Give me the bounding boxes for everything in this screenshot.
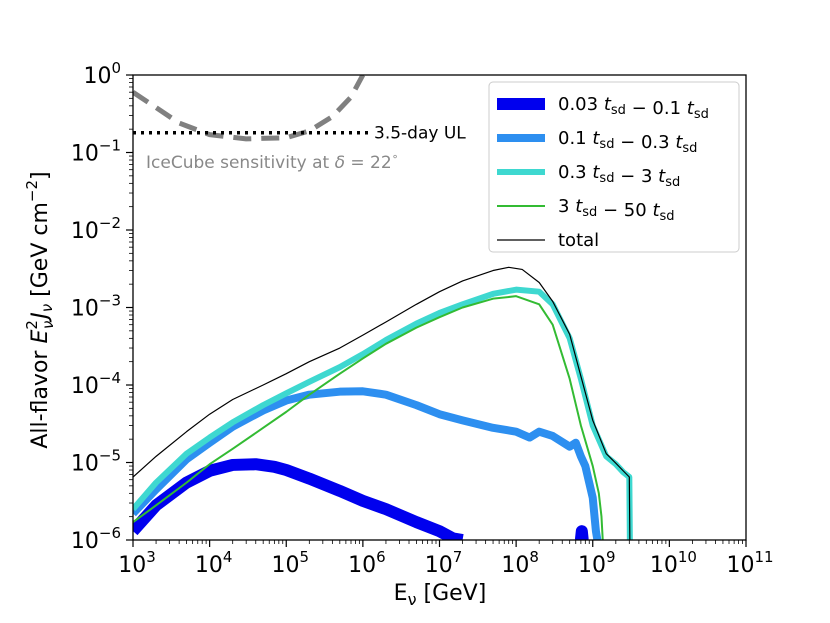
legend-label-3: 0.3 tsd − 3 tsd — [558, 162, 680, 190]
x-tick-label: 106 — [348, 548, 386, 578]
series-line-1-segment-2 — [574, 525, 589, 540]
legend-label-2: 0.1 tsd − 0.3 tsd — [558, 128, 697, 156]
ul-label: 3.5-day UL — [374, 124, 466, 144]
x-axis-label: Eν [GeV] — [394, 581, 487, 609]
legend-label-5: total — [558, 230, 599, 251]
y-axis-label: All-flavor E2νJν [GeV cm−2] — [23, 171, 57, 448]
y-tick-label: 10−1 — [71, 137, 121, 167]
x-tick-label: 107 — [425, 548, 463, 578]
sensitivity-value: = 22 — [345, 153, 392, 173]
legend-label-4: 3 tsd − 50 tsd — [558, 196, 675, 224]
y-tick-label: 10−6 — [71, 524, 121, 554]
sensitivity-prefix: IceCube sensitivity at — [146, 153, 335, 173]
y-tick-label: 10−5 — [71, 447, 121, 477]
x-tick-label: 105 — [271, 548, 309, 578]
y-tick-label: 100 — [83, 59, 121, 89]
x-tick-label: 1010 — [650, 548, 697, 578]
ticks-group: 103 104 105 106 107 108 109 1010 1011 10−6 10−5 10−… — [71, 59, 774, 578]
y-tick-label: 10−3 — [71, 292, 121, 322]
annotations-group: 3.5-day UL IceCube sensitivity at δ = 22… — [146, 124, 466, 173]
curves-group — [133, 75, 633, 540]
legend-label-1: 0.03 tsd − 0.1 tsd — [558, 94, 709, 122]
series-line-1 — [133, 458, 464, 540]
y-tick-label: 10−4 — [71, 369, 121, 399]
legend-box — [488, 81, 740, 253]
x-tick-label: 1011 — [726, 548, 773, 578]
sensitivity-label: IceCube sensitivity at δ = 22∘ — [146, 150, 399, 173]
series-line-2 — [133, 387, 602, 540]
sensitivity-delta: δ — [335, 153, 345, 173]
x-tick-label: 109 — [578, 548, 616, 578]
y-tick-label: 10−2 — [71, 214, 121, 244]
x-tick-label: 103 — [118, 548, 156, 578]
plot-frame — [132, 74, 747, 541]
x-tick-label: 108 — [501, 548, 539, 578]
series-line-3 — [133, 286, 633, 540]
series-line-5 — [133, 266, 631, 540]
series-line-4 — [133, 295, 604, 540]
legend: 0.03 tsd − 0.1 tsd 0.1 tsd − 0.3 tsd 0.3 t… — [488, 81, 740, 253]
sensitivity-degree: ∘ — [392, 150, 399, 163]
x-tick-label: 104 — [195, 548, 233, 578]
reference-line-icecube-sensitivity — [133, 75, 366, 142]
